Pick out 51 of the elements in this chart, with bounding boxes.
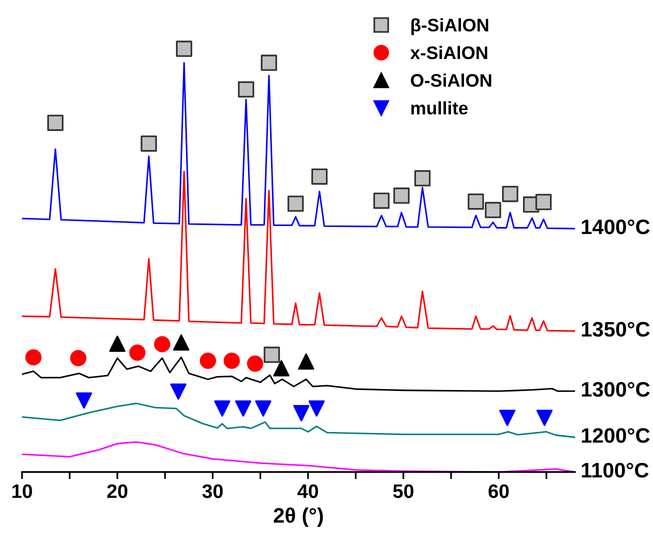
point (468, 193, 484, 210)
x-tick-label: 10 (12, 484, 32, 498)
point (70, 350, 86, 366)
series-label: 1400°C (582, 220, 650, 234)
legend-label: β-SiAlON (411, 18, 488, 36)
x-tick-label: 50 (393, 484, 414, 498)
x-tick-label: 20 (107, 484, 128, 498)
point (288, 196, 304, 212)
point (154, 336, 170, 352)
point (414, 170, 431, 186)
point (484, 202, 502, 218)
point (76, 392, 92, 409)
point (499, 410, 516, 426)
point (264, 346, 280, 363)
x-tick-label: 60 (488, 484, 509, 498)
point (170, 383, 186, 400)
series-label: 1300°C (582, 382, 650, 397)
point (200, 352, 216, 369)
legend-label: x-SiAlON (410, 46, 488, 60)
legend-label: mullite (411, 101, 468, 115)
series-label: 1200°C (582, 428, 650, 443)
point (109, 336, 126, 352)
point (140, 135, 157, 152)
x-axis-title: 2θ (°) (274, 507, 323, 527)
series-label: 1350°C (582, 322, 650, 337)
series-label: 1100°C (582, 462, 649, 478)
point (393, 188, 410, 204)
point (235, 400, 252, 417)
point (536, 410, 553, 426)
point (273, 360, 290, 376)
point (129, 344, 146, 361)
point (535, 194, 552, 210)
point (238, 81, 254, 98)
point (308, 400, 325, 417)
point (255, 400, 272, 417)
x-tick-label: 40 (298, 484, 318, 498)
point (260, 54, 278, 71)
point (176, 40, 192, 57)
point (373, 192, 390, 209)
point (502, 186, 518, 202)
point (224, 352, 240, 369)
point (293, 405, 310, 422)
x-tick-label: 30 (202, 484, 223, 498)
point (298, 353, 314, 370)
point (173, 334, 190, 351)
point (214, 400, 230, 417)
point (47, 114, 64, 131)
point (25, 349, 42, 366)
point (311, 168, 328, 185)
point (247, 356, 264, 372)
legend-label: O-SiAlON (410, 74, 492, 87)
